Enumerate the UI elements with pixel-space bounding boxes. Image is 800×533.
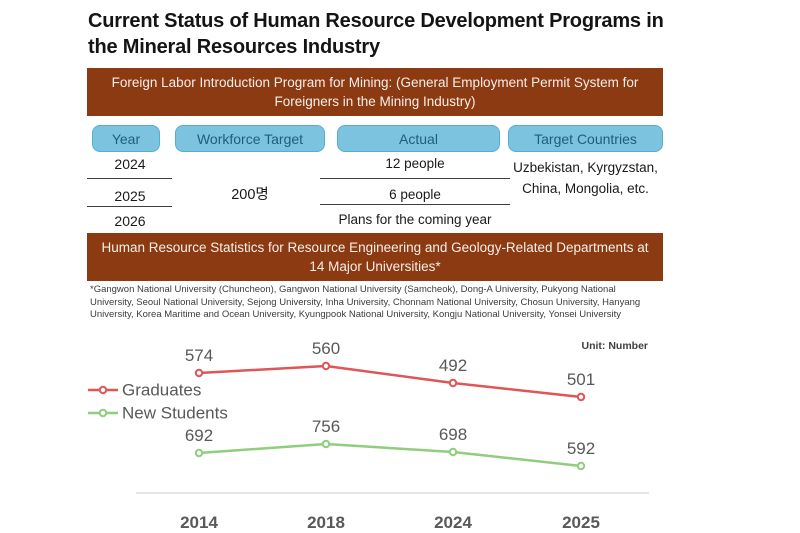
- column-header-target-countries: Target Countries: [508, 125, 663, 152]
- data-point-label: 698: [439, 425, 467, 444]
- data-point-marker: [448, 447, 458, 457]
- legend-marker-dot: [98, 385, 108, 395]
- program-banner: Foreign Labor Introduction Program for M…: [87, 68, 663, 116]
- legend-marker-dot: [98, 408, 108, 418]
- data-point-marker: [576, 461, 586, 471]
- year-cell-2024: 2024: [114, 156, 146, 172]
- data-point-marker: [194, 448, 204, 458]
- row-divider: [320, 204, 510, 205]
- data-point-label: 574: [185, 346, 213, 365]
- target-countries-cell: Uzbekistan, Kyrgyzstan, China, Mongolia,…: [513, 160, 658, 196]
- page-title: Current Status of Human Resource Develop…: [88, 10, 664, 58]
- unit-label: Unit: Number: [582, 340, 649, 352]
- data-point-marker: [321, 439, 331, 449]
- data-point-marker: [194, 368, 204, 378]
- data-point-label: 501: [567, 370, 595, 389]
- data-point-marker: [448, 378, 458, 388]
- row-divider: [320, 178, 510, 179]
- data-point-label: 592: [567, 439, 595, 458]
- row-divider: [87, 206, 172, 207]
- actual-cell-2025: 6 people: [389, 187, 441, 202]
- data-point-marker: [321, 361, 331, 371]
- data-point-label: 560: [312, 339, 340, 358]
- statistics-banner: Human Resource Statistics for Resource E…: [87, 233, 663, 281]
- x-axis-label: 2014: [180, 513, 218, 532]
- data-point-label: 756: [312, 417, 340, 436]
- line-chart: Unit: Number 574 560 492 501 Graduates 692 756 6…: [88, 339, 649, 532]
- data-point-marker: [576, 392, 586, 402]
- year-cell-2025: 2025: [114, 188, 146, 204]
- legend-label: Graduates: [122, 381, 201, 400]
- universities-footnote: *Gangwon National University (Chuncheon)…: [90, 284, 641, 320]
- row-divider: [87, 178, 172, 179]
- column-header-workforce-target: Workforce Target: [175, 125, 325, 152]
- series-line-1: [198, 442, 582, 468]
- workforce-target-cell: 200명: [231, 187, 269, 203]
- data-point-label: 492: [439, 356, 467, 375]
- year-cell-2026: 2026: [114, 213, 146, 229]
- column-header-actual: Actual: [337, 125, 500, 152]
- x-axis-label: 2025: [562, 513, 600, 532]
- data-point-label: 692: [185, 426, 213, 445]
- actual-cell-2024: 12 people: [385, 156, 445, 171]
- x-axis-label: 2024: [434, 513, 472, 532]
- legend-label: New Students: [122, 404, 228, 423]
- series-line-0: [198, 364, 582, 399]
- actual-cell-2026: Plans for the coming year: [338, 212, 492, 227]
- x-axis-label: 2018: [307, 513, 345, 532]
- column-header-year: Year: [92, 125, 160, 152]
